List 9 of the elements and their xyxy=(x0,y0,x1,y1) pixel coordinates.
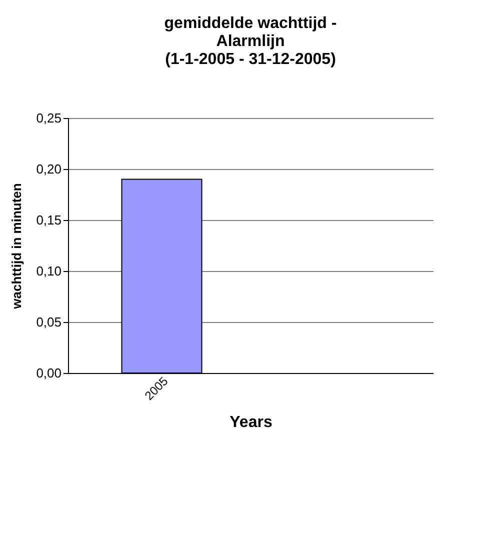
chart-title: gemiddelde wachttijd - Alarmlijn (1-1-2005 - 31-12-2005) xyxy=(164,15,337,68)
y-tick-label: 0,00 xyxy=(36,366,62,380)
y-axis-title: wachttijd in minuten xyxy=(9,183,24,310)
x-axis-title: Years xyxy=(230,414,272,432)
y-tick-label: 0,10 xyxy=(36,264,62,278)
y-tick-label: 0,25 xyxy=(36,110,62,126)
y-tick-label: 0,05 xyxy=(36,314,62,330)
y-tick-label: 0,15 xyxy=(36,212,62,228)
y-tick-label: 0,20 xyxy=(36,162,62,176)
